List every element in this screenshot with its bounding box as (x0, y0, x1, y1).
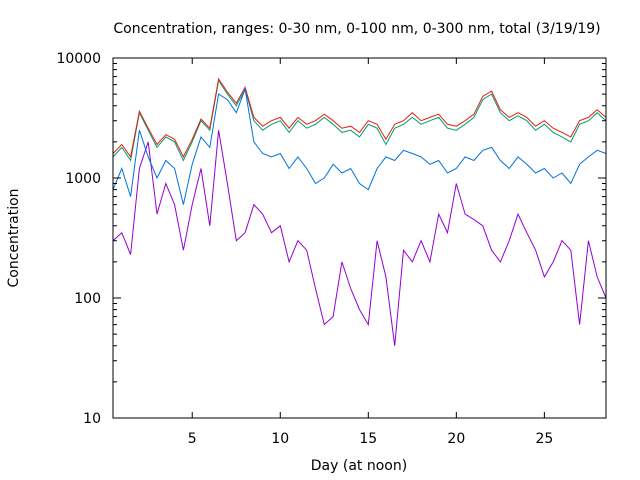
y-tick-label: 100 (74, 291, 101, 307)
x-tick-label: 10 (271, 431, 289, 447)
x-axis: 5 10 15 20 25 (188, 58, 553, 447)
y-tick-label: 1000 (65, 171, 101, 187)
x-tick-label: 25 (535, 431, 553, 447)
series-line-2 (112, 77, 607, 159)
series-line-0 (112, 130, 607, 346)
y-tick-label: 10 (83, 411, 101, 427)
chart-title: Concentration, ranges: 0-30 nm, 0-100 nm… (113, 21, 600, 37)
y-tick-label: 10000 (56, 51, 101, 67)
series-line-3 (112, 87, 607, 205)
y-axis-label: Concentration (6, 188, 22, 287)
x-tick-label: 5 (188, 431, 197, 447)
series-line-1 (112, 79, 607, 162)
x-axis-label: Day (at noon) (311, 458, 407, 474)
plot-frame (112, 57, 607, 419)
y-axis: 10 100 1000 10000 (56, 51, 606, 427)
plot-lines (112, 77, 607, 346)
x-tick-label: 15 (359, 431, 377, 447)
x-tick-label: 20 (447, 431, 465, 447)
